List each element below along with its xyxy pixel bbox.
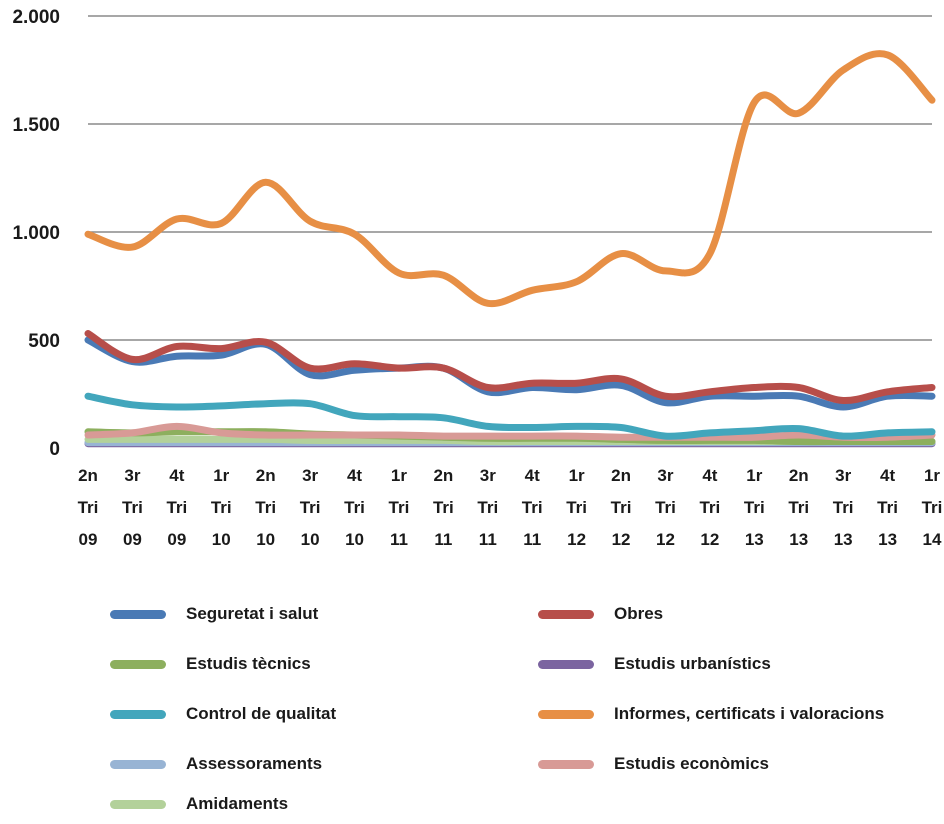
legend-swatch-obres [538,609,594,619]
x-tick-label: 13 [789,530,808,549]
legend-label-control-qualitat: Control de qualitat [186,704,337,723]
x-tick-label: 11 [390,530,408,549]
x-tick-label: Tri [477,498,498,517]
legend-item-amidaments: Amidaments [110,784,288,824]
legend-label-estudis-urbanistics: Estudis urbanístics [614,654,771,673]
legend-swatch-estudis-tecnics [110,659,166,669]
x-tick-label: 12 [612,530,631,549]
x-tick-label: 12 [656,530,675,549]
x-tick-label: Tri [788,498,809,517]
x-tick-label: 2n [256,466,276,485]
x-tick-label: 4t [169,466,184,485]
legend-label-estudis-economics: Estudis econòmics [614,754,769,773]
x-tick-label: 10 [212,530,231,549]
x-tick-label: Tri [166,498,187,517]
x-tick-label: 10 [256,530,275,549]
x-tick-label: 13 [745,530,764,549]
x-tick-label: 1r [746,466,762,485]
x-tick-label: Tri [611,498,632,517]
x-tick-label: 11 [434,530,452,549]
x-tick-label: Tri [922,498,943,517]
legend-label-assessoraments: Assessoraments [186,754,323,773]
x-tick-label: 09 [123,530,142,549]
x-tick-label: 10 [345,530,364,549]
x-tick-label: Tri [122,498,143,517]
legend: Seguretat i salut Obres Estudis tècnics … [0,592,944,816]
legend-label-seguretat: Seguretat i salut [186,604,319,623]
x-tick-label: 4t [880,466,895,485]
legend-label-amidaments: Amidaments [186,794,289,813]
x-tick-label: 4t [702,466,717,485]
y-tick-label: 0 [49,439,60,460]
x-tick-label: 3r [657,466,673,485]
legend-swatch-informes [538,709,594,719]
legend-item-seguretat: Seguretat i salut [110,594,318,634]
x-tick-label: Tri [433,498,454,517]
x-tick-label: 11 [479,530,497,549]
series-line-seguretat-i-salut [84,336,936,411]
x-tick-label: 13 [834,530,853,549]
x-tick-label: Tri [699,498,720,517]
x-tick-label: 2n [78,466,98,485]
legend-swatch-estudis-economics [538,759,594,769]
x-tick-label: Tri [833,498,854,517]
legend-item-obres: Obres [538,594,663,634]
legend-item-assessoraments: Assessoraments [110,744,322,784]
series-line-informes-certificats-i-valoracions [84,50,936,308]
legend-item-estudis-tecnics: Estudis tècnics [110,644,311,684]
x-tick-label: Tri [877,498,898,517]
x-tick-label: Tri [655,498,676,517]
x-tick-label: 11 [523,530,541,549]
y-tick-label: 500 [28,331,60,352]
x-tick-label: Tri [344,498,365,517]
x-tick-label: 4t [347,466,362,485]
legend-swatch-control-qualitat [110,709,166,719]
x-tick-label: 1r [569,466,585,485]
x-tick-label: 1r [213,466,229,485]
legend-label-informes: Informes, certificats i valoracions [614,704,885,723]
legend-swatch-estudis-urbanistics [538,659,594,669]
x-tick-label: 12 [700,530,719,549]
y-tick-label: 1.500 [12,115,60,136]
x-tick-label: Tri [522,498,543,517]
y-tick-label: 1.000 [12,223,60,244]
legend-label-estudis-tecnics: Estudis tècnics [186,654,311,673]
legend-item-estudis-urbanistics: Estudis urbanístics [538,644,771,684]
x-tick-label: Tri [255,498,276,517]
x-tick-label: 3r [480,466,496,485]
legend-item-control-qualitat: Control de qualitat [110,694,336,734]
legend-label-obres: Obres [614,604,664,623]
line-chart: 0 500 1.000 1.500 2.000 2n Tri 09 3r Tri 09 4t Tri 09… [12,7,943,549]
x-tick-label: 13 [878,530,897,549]
x-tick-label: 1r [924,466,940,485]
x-tick-label: 10 [301,530,320,549]
x-tick-label: 3r [124,466,140,485]
x-tick-label: 4t [525,466,540,485]
x-tick-label: 09 [167,530,186,549]
legend-swatch-seguretat [110,609,166,619]
x-tick-label: 14 [923,530,942,549]
x-tick-label: 3r [302,466,318,485]
series-line-estudis-economics [84,422,936,441]
legend-item-estudis-economics: Estudis econòmics [538,744,769,784]
x-tick-label: 2n [789,466,809,485]
x-tick-label: Tri [211,498,232,517]
legend-item-informes: Informes, certificats i valoracions [538,694,884,734]
x-tick-label: 09 [79,530,98,549]
y-tick-label: 2.000 [12,7,60,28]
x-tick-label: Tri [300,498,321,517]
series-line-obres [84,330,936,405]
x-tick-label: 1r [391,466,407,485]
legend-swatch-assessoraments [110,759,166,769]
x-tick-label: Tri [744,498,765,517]
x-tick-label: 3r [835,466,851,485]
legend-swatch-amidaments [110,799,166,809]
x-tick-label: 12 [567,530,586,549]
x-tick-label: Tri [78,498,99,517]
x-tick-label: Tri [566,498,587,517]
x-tick-label: 2n [433,466,453,485]
x-tick-label: Tri [389,498,410,517]
series-line-control-de-qualitat [84,392,936,440]
x-tick-label: 2n [611,466,631,485]
